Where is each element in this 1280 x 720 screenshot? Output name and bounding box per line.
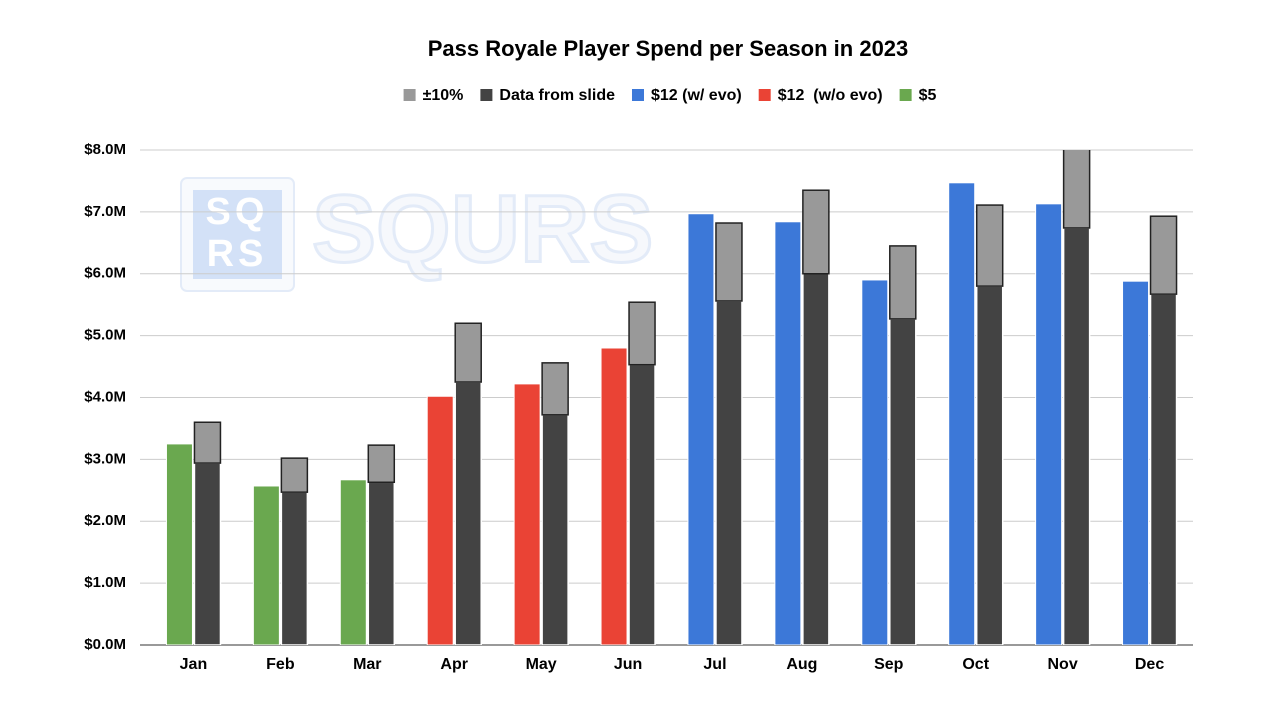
y-tick-label: $2.0M	[84, 512, 126, 529]
legend-swatch	[758, 89, 771, 101]
y-tick-label: $3.0M	[84, 450, 126, 467]
legend-item: Data from slide	[480, 87, 615, 104]
bar-segment	[193, 462, 222, 645]
bar	[339, 479, 367, 645]
bar-segment	[628, 301, 656, 366]
legend-swatch	[899, 89, 912, 101]
x-tick-label: Feb	[266, 656, 295, 673]
y-tick-label: $4.0M	[84, 388, 126, 405]
bar-segment	[454, 322, 482, 383]
legend-swatch	[480, 89, 493, 101]
legend-swatch	[631, 89, 644, 101]
legend-swatch	[403, 89, 416, 101]
bar-segment	[975, 204, 1004, 287]
bar-segment	[1062, 150, 1091, 229]
bar	[1122, 280, 1150, 645]
bar	[426, 395, 454, 645]
legend-label: $5	[919, 87, 937, 104]
bar-segment	[280, 491, 309, 645]
chart-title: Pass Royale Player Spend per Season in 2…	[428, 36, 909, 61]
bar	[861, 279, 889, 645]
bar-segment	[802, 189, 830, 275]
x-tick-label: Nov	[1048, 656, 1078, 673]
bar-segment	[975, 285, 1004, 645]
x-tick-label: Mar	[353, 656, 381, 673]
legend-label: $12 (w/o evo)	[778, 87, 883, 104]
bar	[948, 182, 976, 645]
bar-segment	[541, 414, 569, 645]
x-tick-label: Apr	[440, 656, 468, 673]
bar-segment	[628, 363, 656, 645]
bar-segment	[889, 318, 917, 645]
y-tick-label: $8.0M	[84, 141, 126, 158]
x-tick-label: Sep	[874, 656, 904, 673]
legend: ±10% Data from slide $12 (w/ evo) $12 (w/o …	[403, 87, 937, 104]
x-tick-label: Jun	[614, 656, 642, 673]
legend-item: $5	[899, 87, 937, 104]
bar-segment	[1149, 215, 1178, 295]
plot-area	[165, 150, 1178, 645]
bar-segment	[802, 273, 830, 645]
legend-item: ±10%	[403, 87, 464, 104]
bar	[252, 485, 280, 645]
y-tick-label: $7.0M	[84, 203, 126, 220]
bar-segment	[193, 421, 222, 464]
y-tick-label: $1.0M	[84, 574, 126, 591]
bar-segment	[1062, 227, 1091, 645]
x-tick-label: May	[526, 656, 557, 673]
x-tick-label: Aug	[786, 656, 817, 673]
bar-segment	[454, 381, 482, 645]
bar	[513, 383, 541, 645]
bar-segment	[367, 481, 396, 645]
bar	[774, 221, 802, 645]
x-tick-label: Jul	[703, 656, 726, 673]
bar	[687, 213, 715, 645]
bar-segment	[889, 245, 917, 320]
legend-item: $12 (w/ evo)	[631, 87, 742, 104]
bar-segment	[541, 362, 569, 416]
x-tick-label: Jan	[180, 656, 208, 673]
watermark-text: SQURS	[312, 175, 653, 282]
bar-segment	[715, 300, 743, 645]
bar-segment	[1149, 293, 1178, 645]
bar	[1035, 203, 1063, 645]
watermark: SQ RS SQURS	[180, 174, 655, 292]
legend-label: Data from slide	[499, 87, 615, 104]
legend-item: $12 (w/o evo)	[758, 87, 883, 104]
bar	[165, 443, 193, 645]
watermark-logo-inner	[193, 190, 282, 279]
y-tick-label: $0.0M	[84, 636, 126, 653]
bar	[600, 347, 628, 645]
bar-segment	[280, 457, 309, 493]
legend-label: $12 (w/ evo)	[651, 87, 742, 104]
x-tick-label: Oct	[962, 656, 989, 673]
x-tick-label: Dec	[1135, 656, 1164, 673]
bar-segment	[715, 222, 743, 302]
y-tick-label: $6.0M	[84, 265, 126, 282]
bar-segment	[367, 444, 396, 484]
watermark-logo-text: RS	[207, 233, 268, 275]
legend-label: ±10%	[423, 87, 464, 104]
y-tick-label: $5.0M	[84, 327, 126, 344]
